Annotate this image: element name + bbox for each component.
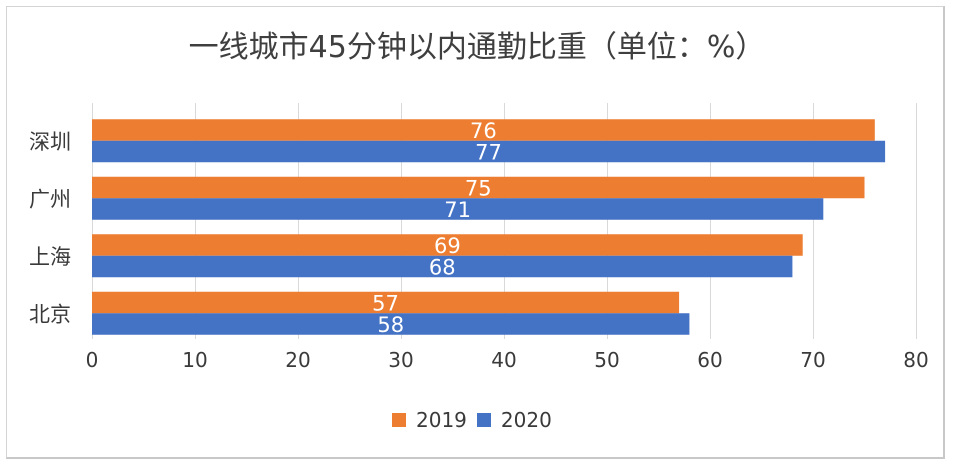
x-tick-label: 80: [903, 348, 928, 372]
x-tick-label: 30: [388, 348, 413, 372]
bar-2020-0: [92, 140, 886, 163]
chart-title: 一线城市45分钟以内通勤比重（单位：%）: [188, 30, 766, 65]
bars: [92, 119, 886, 335]
bar-2019-3: [92, 291, 680, 314]
category-label: 广州: [29, 187, 71, 211]
category-label: 深圳: [29, 130, 71, 154]
data-label: 57: [372, 291, 399, 315]
bar-2019-0: [92, 119, 875, 141]
x-tick-label: 60: [697, 348, 722, 372]
data-label: 77: [475, 140, 502, 164]
bar-2019-1: [92, 176, 865, 199]
chart-frame: [6, 6, 945, 459]
legend-label-2019: 2019: [416, 408, 467, 432]
x-tick-label: 0: [86, 348, 99, 372]
bar-2020-1: [92, 198, 824, 220]
bar-2019-2: [92, 234, 803, 256]
x-tick-labels: 0 10 20 30 40 50 60 70 80: [86, 348, 929, 372]
bar-2020-2: [92, 255, 793, 278]
legend-swatch-2019: [392, 413, 406, 427]
data-label: 75: [465, 176, 492, 200]
category-label: 上海: [29, 245, 71, 269]
x-tick-label: 20: [285, 348, 310, 372]
category-label: 北京: [29, 302, 71, 326]
data-label: 76: [470, 119, 497, 143]
legend: 2019 2020: [392, 408, 562, 432]
x-tick-label: 70: [800, 348, 825, 372]
legend-swatch-2020: [476, 413, 491, 427]
bar-2020-3: [92, 313, 690, 335]
data-label: 71: [444, 198, 471, 222]
data-label: 58: [377, 313, 404, 337]
x-tick-label: 40: [491, 348, 516, 372]
data-label: 69: [434, 234, 461, 258]
x-tick-label: 50: [594, 348, 619, 372]
x-tick-label: 10: [182, 348, 207, 372]
legend-label-2020: 2020: [500, 408, 552, 432]
data-label: 68: [429, 255, 456, 279]
